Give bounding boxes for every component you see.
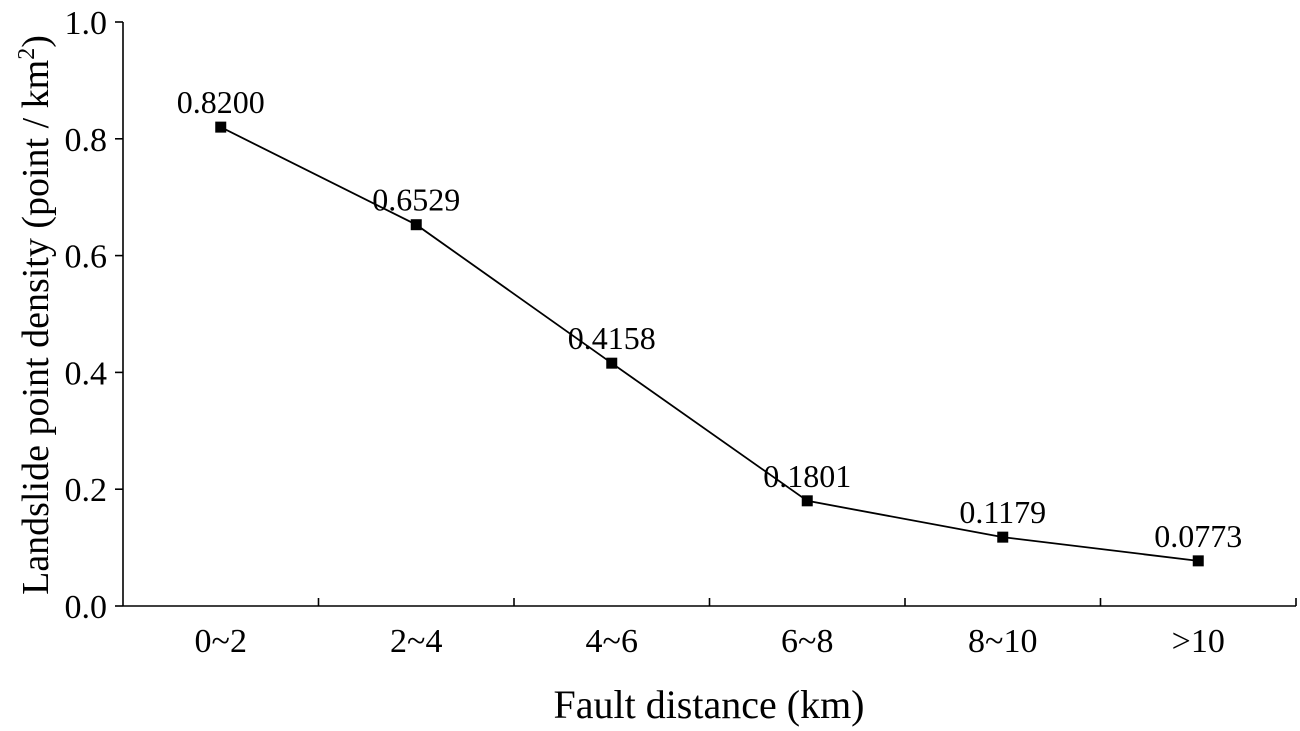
data-point-marker: [410, 219, 422, 231]
x-tick-label: 6~8: [781, 623, 833, 660]
y-axis-label: Landslide point density (point / km2): [14, 35, 57, 595]
y-tick-label: 0.0: [65, 589, 108, 626]
data-point-marker: [801, 495, 813, 507]
x-tick-label: 2~4: [390, 623, 442, 660]
x-tick-label: >10: [1172, 623, 1225, 660]
x-tick-label: 0~2: [195, 623, 247, 660]
y-tick-label: 0.4: [65, 355, 108, 392]
y-axis-label-main: Landslide point density (point / km: [15, 60, 57, 595]
data-label: 0.6529: [372, 182, 460, 218]
x-tick-label: 4~6: [586, 623, 638, 660]
x-tick-label: 8~10: [968, 623, 1037, 660]
data-point-marker: [606, 357, 618, 369]
series-line: [220, 126, 1199, 562]
data-point-marker: [997, 531, 1009, 543]
data-label: 0.1801: [763, 458, 851, 494]
y-axis-label-close: ): [15, 35, 57, 48]
data-point-marker: [1192, 555, 1204, 567]
y-axis-label-superscript: 2: [14, 48, 40, 60]
y-tick-label: 0.6: [65, 239, 108, 276]
y-tick-label: 1.0: [65, 5, 108, 42]
y-tick-label: 0.2: [65, 472, 108, 509]
x-axis-ticks: 0~2 2~4 4~6 6~8 8~10 >10: [195, 598, 1297, 660]
data-point-marker: [215, 121, 227, 133]
data-label: 0.8200: [177, 84, 265, 120]
data-label: 0.4158: [568, 320, 656, 356]
y-axis-ticks: 0.0 0.2 0.4 0.6 0.8 1.0: [65, 5, 123, 626]
axes: [122, 22, 1296, 607]
data-label: 0.0773: [1154, 518, 1242, 554]
x-axis-label: Fault distance (km): [553, 682, 864, 727]
y-tick-label: 0.8: [65, 122, 108, 159]
series-group: 0.8200 0.6529 0.4158 0.1801 0.1179 0.0773: [177, 84, 1242, 567]
data-label: 0.1179: [959, 494, 1046, 530]
